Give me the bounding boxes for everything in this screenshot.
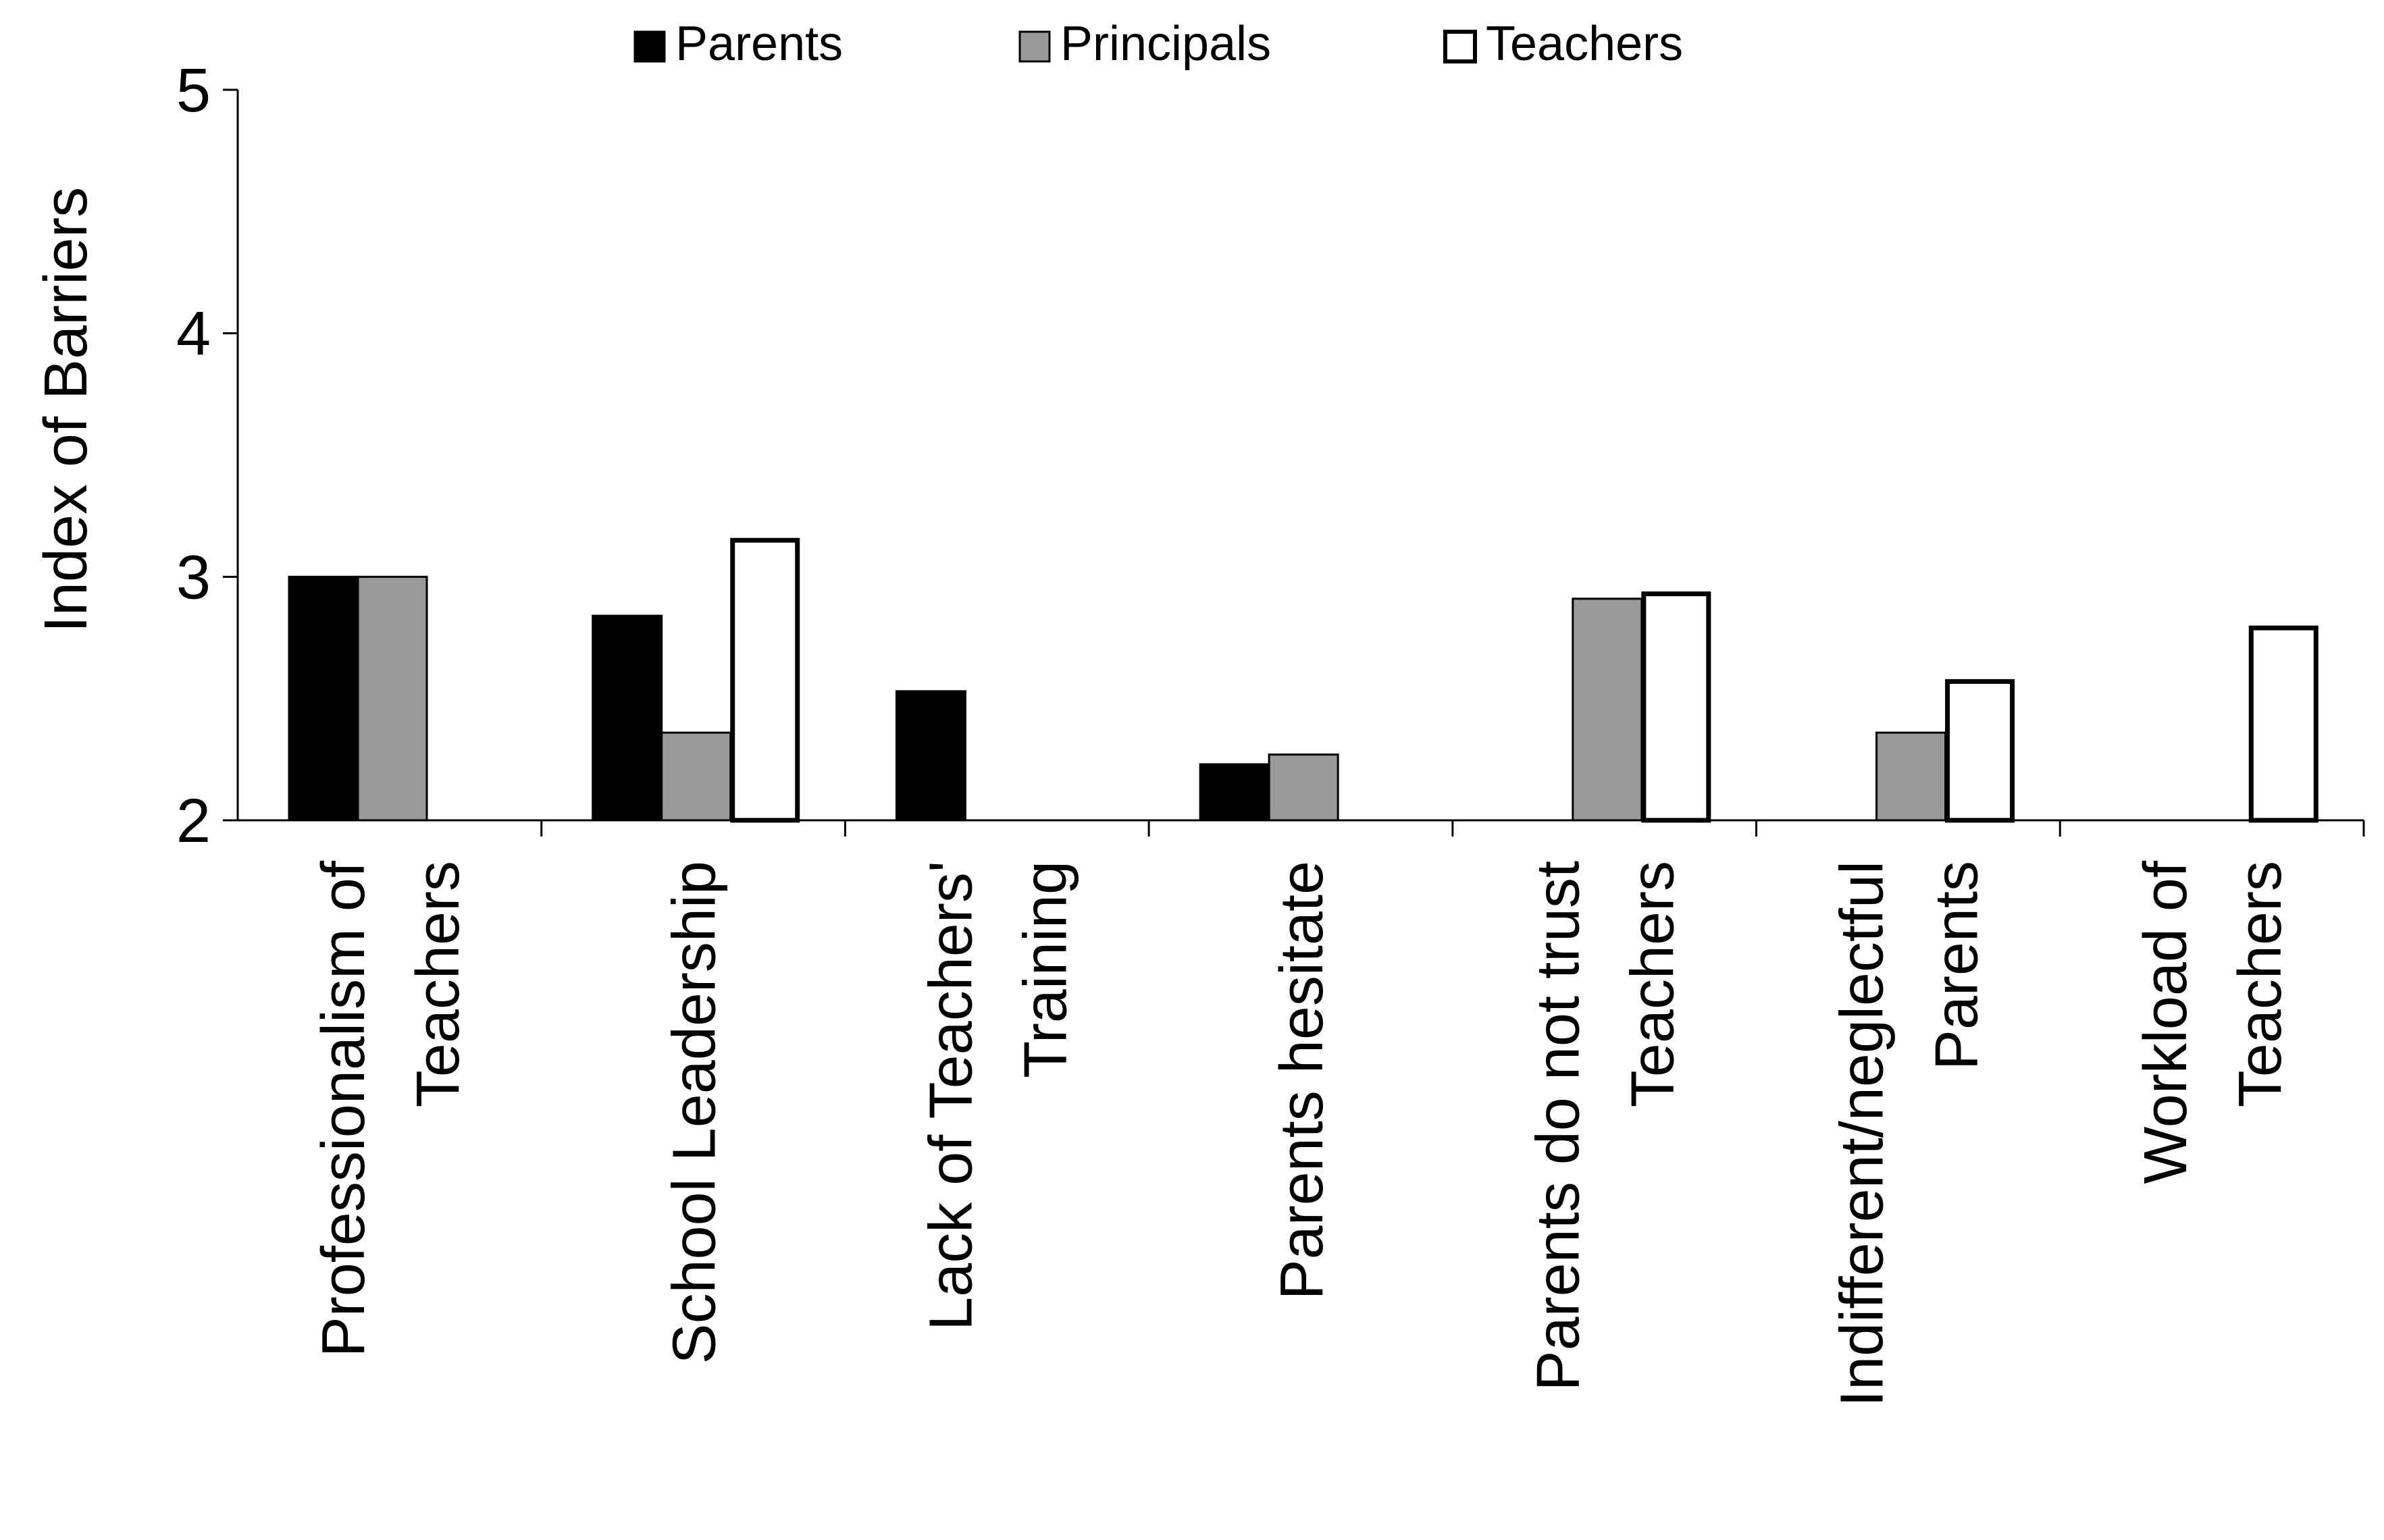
bar-parents-1 <box>592 614 663 822</box>
x-axis <box>238 819 2365 837</box>
bar-principals-5 <box>1875 731 1947 822</box>
category-label: Training <box>1012 861 1079 1078</box>
bar-principals-1 <box>660 731 732 822</box>
bar-parents-3 <box>1199 763 1270 822</box>
bar-parents-0 <box>288 575 359 822</box>
y-axis-label: Index of Barriers <box>32 187 100 633</box>
bar-principals-4 <box>1572 598 1643 822</box>
bar-teachers-4 <box>1641 591 1711 823</box>
y-tick-label: 4 <box>176 300 211 369</box>
category-label: Indifferent/neglectful <box>1828 861 1896 1407</box>
bars <box>288 537 2318 823</box>
category-label: Professionalism of <box>310 860 378 1357</box>
bar-principals-0 <box>357 575 428 822</box>
category-labels: Professionalism of Teachers School Leaders… <box>310 860 2294 1407</box>
category-label: Lack of Teachers' <box>917 861 985 1331</box>
category-label: Parents do not trust <box>1525 861 1592 1391</box>
bar-teachers-6 <box>2248 625 2318 823</box>
category-label: Teachers <box>405 861 472 1107</box>
y-tick-label: 2 <box>176 787 211 855</box>
legend-label-teachers: Teachers <box>1486 17 1683 71</box>
legend-swatch-principals <box>1018 30 1051 63</box>
legend-label-parents: Parents <box>675 17 843 71</box>
y-tick-label: 3 <box>176 543 211 612</box>
legend-swatch-teachers <box>1443 30 1477 63</box>
legend-label-principals: Principals <box>1060 17 1271 71</box>
category-label: Parents <box>1923 861 1990 1070</box>
bar-principals-3 <box>1268 753 1339 822</box>
bar-parents-2 <box>895 690 966 822</box>
category-label: School Leadership <box>661 861 729 1364</box>
category-label: Teachers <box>2227 861 2294 1107</box>
bar-teachers-1 <box>730 537 800 823</box>
y-axis: 2 3 4 5 <box>176 56 239 855</box>
legend: Parents Principals Teachers <box>633 17 1683 71</box>
bar-teachers-5 <box>1945 679 2015 823</box>
y-tick-label: 5 <box>176 56 211 125</box>
legend-swatch-parents <box>633 30 666 63</box>
category-label: Parents hesitate <box>1268 861 1336 1300</box>
category-label: Teachers <box>1619 861 1687 1107</box>
category-label: Workload of <box>2132 860 2200 1184</box>
